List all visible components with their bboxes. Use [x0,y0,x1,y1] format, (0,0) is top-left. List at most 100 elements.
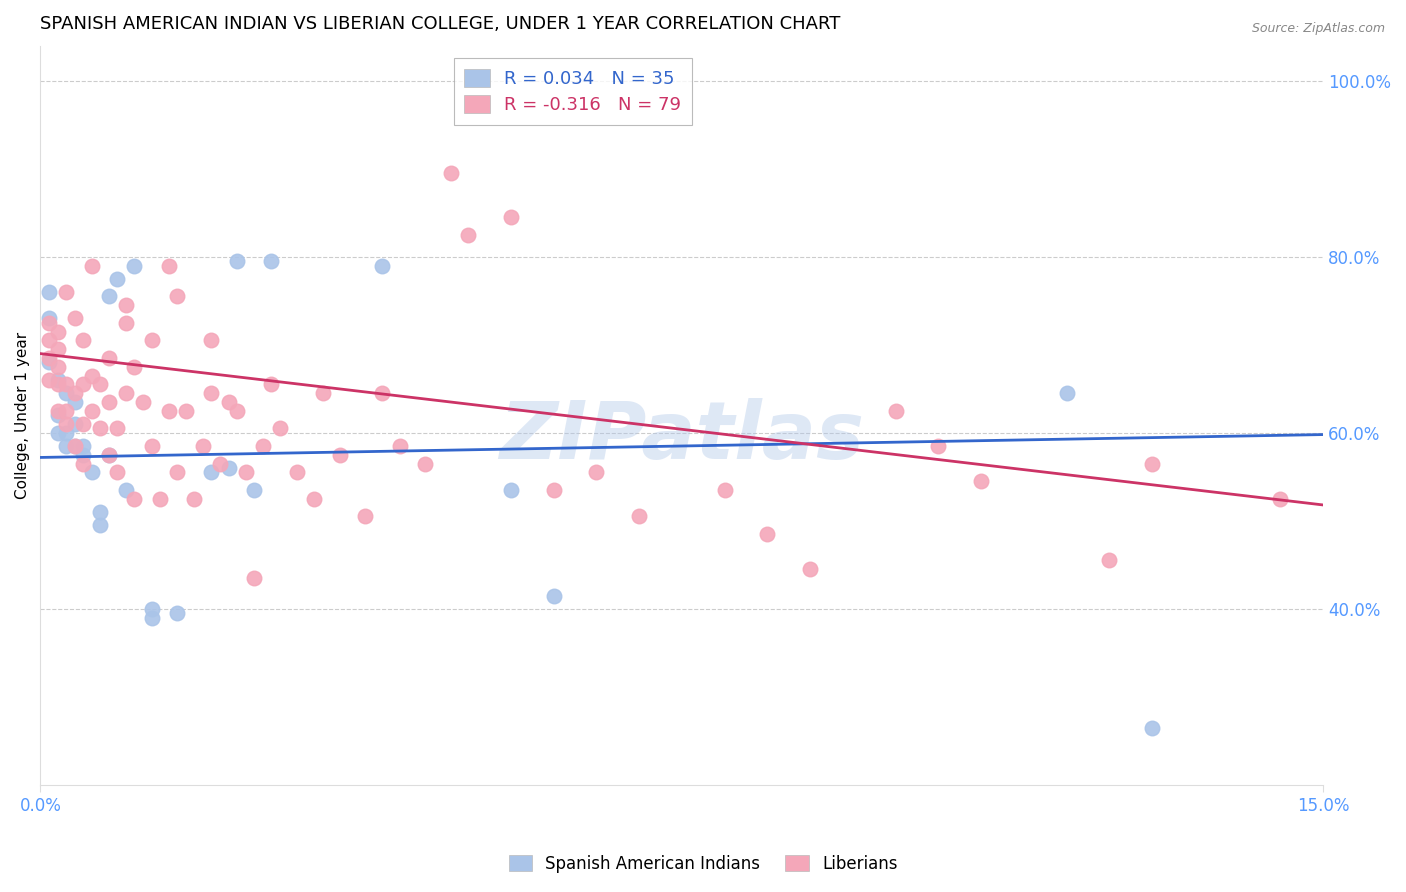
Point [243,483,266,497]
Point [388,439,411,453]
Point [457,227,479,242]
Point [38,334,60,348]
Point [89,505,111,519]
Point [55,425,77,440]
Point [46,373,69,387]
Legend: R = 0.034   N = 35, R = -0.316   N = 79: R = 0.034 N = 35, R = -0.316 N = 79 [454,58,692,125]
Point [63,417,86,431]
Point [46,377,69,392]
Point [55,386,77,401]
Point [46,404,69,418]
Point [124,491,146,506]
Text: Source: ZipAtlas.com: Source: ZipAtlas.com [1251,22,1385,36]
Point [132,395,155,409]
Point [38,311,60,326]
Point [157,404,180,418]
Point [927,439,949,453]
Point [55,417,77,431]
Point [115,298,138,312]
Point [1140,457,1163,471]
Point [627,509,650,524]
Point [499,211,522,225]
Point [141,610,163,624]
Point [115,483,138,497]
Point [115,386,138,401]
Point [329,448,352,462]
Point [89,421,111,435]
Point [157,259,180,273]
Point [149,491,172,506]
Point [218,395,240,409]
Point [302,491,325,506]
Point [260,377,283,392]
Point [72,334,94,348]
Point [63,439,86,453]
Point [80,259,103,273]
Point [200,386,222,401]
Point [97,448,120,462]
Point [72,439,94,453]
Point [72,417,94,431]
Point [115,316,138,330]
Point [166,466,188,480]
Point [371,259,394,273]
Point [80,368,103,383]
Point [585,466,607,480]
Point [218,461,240,475]
Point [799,562,821,576]
Point [55,285,77,299]
Point [166,606,188,620]
Point [413,457,436,471]
Point [72,457,94,471]
Point [63,395,86,409]
Point [713,483,735,497]
Point [141,601,163,615]
Point [38,316,60,330]
Point [1056,386,1078,401]
Point [46,359,69,374]
Point [191,439,214,453]
Text: ZIPatlas: ZIPatlas [499,399,865,476]
Point [252,439,274,453]
Point [260,254,283,268]
Point [46,408,69,422]
Point [166,289,188,303]
Point [756,527,779,541]
Point [285,466,308,480]
Point [183,491,205,506]
Point [1270,491,1292,506]
Point [46,343,69,357]
Point [38,285,60,299]
Point [55,404,77,418]
Point [72,377,94,392]
Point [543,589,565,603]
Point [354,509,377,524]
Point [371,386,394,401]
Point [226,404,249,418]
Point [124,259,146,273]
Point [72,448,94,462]
Point [63,386,86,401]
Point [38,355,60,369]
Point [97,448,120,462]
Point [1098,553,1121,567]
Point [1140,721,1163,735]
Point [884,404,907,418]
Text: SPANISH AMERICAN INDIAN VS LIBERIAN COLLEGE, UNDER 1 YEAR CORRELATION CHART: SPANISH AMERICAN INDIAN VS LIBERIAN COLL… [41,15,841,33]
Point [105,466,128,480]
Point [208,457,231,471]
Point [311,386,333,401]
Point [89,518,111,533]
Point [499,483,522,497]
Point [174,404,197,418]
Point [38,351,60,365]
Point [200,334,222,348]
Point [235,466,257,480]
Point [55,377,77,392]
Point [97,289,120,303]
Point [243,571,266,585]
Point [141,334,163,348]
Point [226,254,249,268]
Point [141,439,163,453]
Point [105,421,128,435]
